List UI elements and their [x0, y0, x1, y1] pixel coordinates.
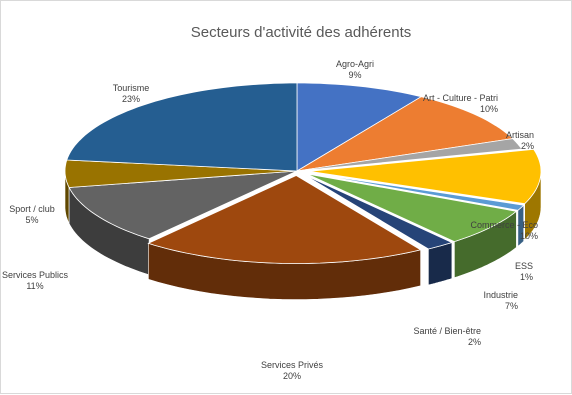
slice-percent: 10% — [520, 231, 538, 241]
slice-category: Sport / club — [9, 204, 55, 214]
slice-label: Tourisme 23% — [113, 83, 150, 104]
slice-services-publics — [68, 170, 298, 240]
slice-category: Industrie — [483, 290, 518, 300]
slice-percent: 7% — [505, 301, 518, 311]
slice-agro-agri — [296, 82, 423, 172]
slice-labels: Agro-Agri 9%Art - Culture - Patri 10%Artis… — [2, 59, 538, 381]
slice-category: Tourisme — [113, 83, 150, 93]
slice-label: Artisan 2% — [506, 130, 534, 151]
slice-category: Services Privés — [261, 360, 324, 370]
slice-category: Commerce - Eco — [470, 220, 538, 230]
slice-percent: 20% — [283, 371, 301, 381]
slice-category: Santé / Bien-être — [413, 326, 481, 336]
slice-label: Commerce - Eco 10% — [470, 220, 538, 241]
slice-sport-club — [64, 159, 298, 188]
slice-label: Services Privés 20% — [261, 360, 324, 381]
slice-percent: 2% — [521, 141, 534, 151]
slice-side — [428, 242, 453, 286]
slice-category: Services Publics — [2, 270, 69, 280]
slice-label: Sport / club 5% — [9, 204, 55, 225]
slice-percent: 11% — [26, 281, 43, 291]
slice-tourisme — [66, 82, 298, 172]
slice-category: Agro-Agri — [336, 59, 374, 69]
slice-label: Art - Culture - Patri 10% — [423, 93, 498, 114]
slice-artisan — [296, 138, 523, 172]
slice-sant-bien-tre — [303, 174, 454, 250]
slice-label: Agro-Agri 9% — [336, 59, 374, 80]
slice-percent: 23% — [122, 94, 140, 104]
pie-slices — [64, 82, 542, 300]
slice-percent: 9% — [348, 70, 361, 80]
slice-ess — [307, 172, 525, 211]
slice-percent: 1% — [520, 272, 533, 282]
chart-title: Secteurs d'activité des adhérents — [191, 24, 412, 41]
slice-category: Art - Culture - Patri — [423, 93, 498, 103]
slice-art-culture-patri — [296, 96, 514, 172]
slice-label: Santé / Bien-être 2% — [413, 326, 481, 347]
slice-industrie — [306, 173, 518, 243]
slice-percent: 10% — [480, 104, 498, 114]
slice-category: Artisan — [506, 130, 534, 140]
slice-label: Services Publics 11% — [2, 270, 69, 291]
slice-percent: 5% — [25, 215, 38, 225]
slice-label: ESS 1% — [515, 261, 533, 282]
slice-category: ESS — [515, 261, 533, 271]
slice-services-priv-s — [147, 175, 422, 264]
slice-label: Industrie 7% — [483, 290, 518, 311]
slice-percent: 2% — [468, 337, 481, 347]
slice-commerce-eco — [308, 148, 542, 205]
